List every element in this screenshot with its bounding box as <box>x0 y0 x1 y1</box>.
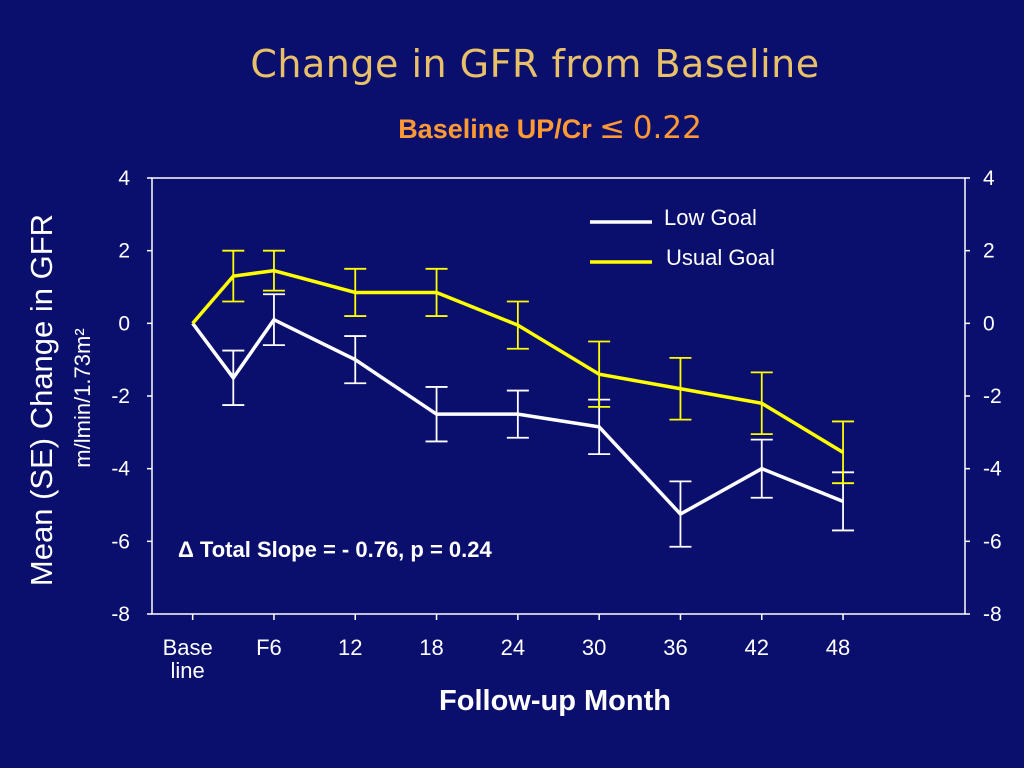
y-tick-label-right: -2 <box>983 385 1002 408</box>
y-tick-label-right: -4 <box>983 458 1002 481</box>
y-tick-label-right: 4 <box>983 167 995 190</box>
legend-label-2: Usual Goal <box>666 245 775 270</box>
x-tick-label: 30 <box>582 635 606 660</box>
subtitle-value: 0.22 <box>632 110 702 146</box>
chart-title: Change in GFR from Baseline <box>250 42 820 86</box>
y-tick-label-right: -8 <box>983 603 1002 626</box>
y-tick-label-left: -6 <box>111 530 130 553</box>
x-tick-label: F6 <box>256 635 282 660</box>
x-tick-label: 48 <box>826 635 850 660</box>
subtitle-prefix: Baseline UP/Cr <box>398 114 592 144</box>
x-axis-label: Follow-up Month <box>439 685 671 717</box>
legend-label-1: Low Goal <box>664 205 757 230</box>
x-tick-label: 42 <box>745 635 769 660</box>
x-tick-label: 24 <box>501 635 525 660</box>
y-tick-label-left: -8 <box>111 603 130 626</box>
y-tick-label-left: 2 <box>118 240 130 263</box>
series-line-1 <box>191 317 844 517</box>
y-axis-label: Mean (SE) Change in GFR <box>24 214 59 586</box>
x-tick-label: 12 <box>338 635 362 660</box>
x-tick-label: 18 <box>419 635 443 660</box>
y-tick-label-right: 0 <box>983 312 995 335</box>
chart-subtitle: Baseline UP/Cr ≤ 0.22 <box>0 110 1024 146</box>
series-line-2 <box>191 268 844 454</box>
subtitle-symbol: ≤ <box>599 110 626 146</box>
y-tick-label-left: -2 <box>111 385 130 408</box>
slope-annotation: Δ Total Slope = - 0.76, p = 0.24 <box>178 537 493 562</box>
y-tick-label-left: 4 <box>118 167 130 190</box>
y-axis-sublabel: m/lmin/1.73m² <box>70 328 95 467</box>
x-tick-label: 36 <box>663 635 687 660</box>
y-tick-label-right: 2 <box>983 240 995 263</box>
x-tick-label: Base line <box>163 635 213 683</box>
y-tick-label-left: 0 <box>118 312 130 335</box>
y-tick-label-left: -4 <box>111 458 130 481</box>
y-tick-label-right: -6 <box>983 530 1002 553</box>
